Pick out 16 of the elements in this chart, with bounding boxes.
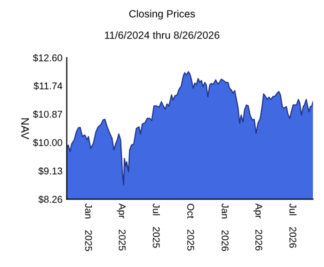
chart-subtitle: 11/6/2024 thru 8/26/2026: [104, 31, 220, 39]
chart-title: Closing Prices: [129, 10, 195, 20]
y-tick-label: $10.87: [32, 110, 62, 118]
x-tick-label: Apr 2025: [116, 203, 126, 251]
x-tick-label: Apr 2026: [253, 203, 262, 250]
y-tick-label: $9.13: [38, 167, 62, 176]
x-tick-label: Jan 2026: [222, 204, 229, 252]
y-tick-label: $10.00: [32, 138, 62, 147]
x-tick-label: Jul 2025: [152, 204, 160, 248]
y-axis-title: NAV: [21, 118, 29, 140]
x-tick-label: Jul 2026: [289, 204, 297, 248]
y-tick-label: $11.74: [34, 82, 62, 90]
x-tick-label: Jan 2025: [85, 204, 92, 252]
y-tick-label: $12.60: [32, 54, 62, 62]
x-tick-label: Oct 2025: [187, 204, 194, 250]
y-tick-label: $8.26: [38, 196, 62, 204]
